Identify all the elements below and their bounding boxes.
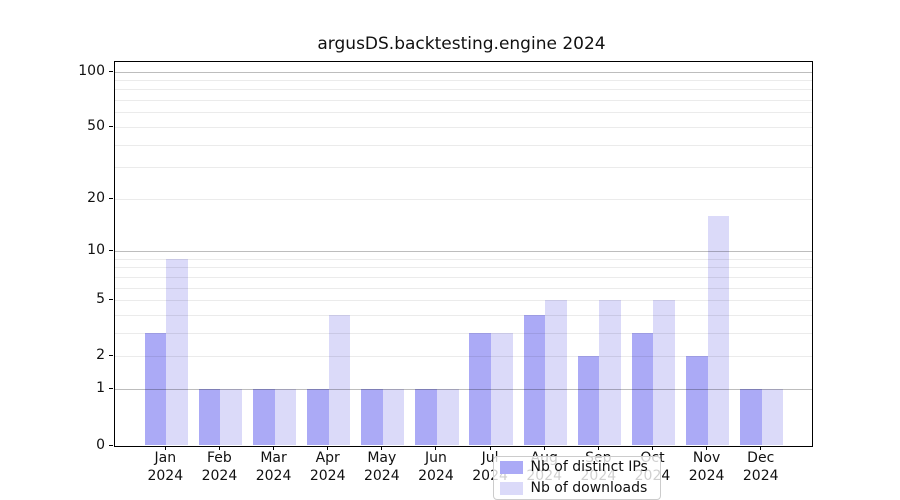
y-tick-mark-1 [109, 388, 113, 390]
bar-nov-downloads [707, 215, 730, 446]
bars-layer [115, 62, 812, 446]
x-tick-mark-jan [164, 445, 166, 450]
x-tick-mark-dec [760, 445, 762, 450]
y-tick-label-1: 1 [96, 380, 105, 397]
legend: Nb of distinct IPs Nb of downloads [492, 455, 661, 500]
bar-jun-downloads [436, 389, 459, 446]
bar-mar-distinct-ips [252, 389, 275, 446]
gridline-5 [114, 300, 812, 302]
legend-swatch-downloads [499, 481, 523, 495]
gridline-50 [114, 126, 812, 128]
bar-jun-distinct-ips [415, 389, 437, 446]
x-tick-mark-feb [218, 445, 220, 450]
gridline-80 [114, 89, 812, 91]
y-tick-label-2: 2 [96, 347, 105, 364]
bar-may-distinct-ips [361, 389, 383, 446]
bar-apr-downloads [328, 315, 351, 446]
y-tick-label-5: 5 [96, 291, 105, 308]
gridline-40 [114, 144, 812, 146]
x-tick-label-dec: Dec 2024 [742, 450, 779, 484]
legend-item-downloads: Nb of downloads [499, 479, 652, 497]
y-tick-label-100: 100 [78, 62, 105, 79]
bar-jan-distinct-ips [144, 333, 167, 446]
x-tick-mark-jun [435, 445, 437, 450]
bar-oct-downloads [653, 300, 676, 446]
y-tick-mark-5 [109, 299, 113, 301]
bar-feb-distinct-ips [198, 389, 221, 446]
bar-aug-distinct-ips [523, 315, 546, 446]
gridline-7 [114, 276, 812, 278]
legend-swatch-distinct-ips [499, 460, 523, 474]
bar-sep-downloads [599, 300, 621, 446]
bar-oct-distinct-ips [631, 333, 654, 446]
bar-dec-distinct-ips [740, 389, 762, 446]
gridline-70 [114, 100, 812, 102]
x-tick-mark-nov [706, 445, 708, 450]
bar-dec-downloads [761, 389, 784, 446]
gridline-100 [114, 71, 812, 73]
legend-item-distinct-ips: Nb of distinct IPs [499, 458, 652, 476]
y-tick-label-0: 0 [96, 436, 105, 453]
x-tick-label-jun: Jun 2024 [418, 450, 454, 484]
gridline-90 [114, 79, 812, 81]
gridline-3 [114, 333, 812, 335]
gridline-20 [114, 198, 812, 200]
y-tick-mark-10 [109, 250, 113, 252]
gridline-1 [114, 389, 812, 391]
y-tick-label-50: 50 [87, 117, 105, 134]
gridline-8 [114, 267, 812, 269]
bar-feb-downloads [220, 389, 243, 446]
bar-jan-downloads [166, 258, 188, 446]
x-tick-label-feb: Feb 2024 [201, 450, 238, 484]
y-tick-mark-0 [109, 444, 113, 446]
x-tick-mark-aug [543, 445, 545, 450]
gridline-4 [114, 315, 812, 317]
bar-aug-downloads [545, 300, 567, 446]
x-tick-mark-oct [651, 445, 653, 450]
legend-label: Nb of downloads [530, 479, 648, 496]
x-tick-mark-apr [327, 445, 329, 450]
bar-nov-distinct-ips [686, 356, 708, 446]
x-tick-label-jan: Jan 2024 [147, 450, 184, 484]
x-tick-mark-sep [597, 445, 599, 450]
bar-may-downloads [382, 389, 405, 446]
chart-title: argusDS.backtesting.engine 2024 [317, 34, 606, 54]
x-tick-label-may: May 2024 [363, 450, 400, 484]
x-tick-label-mar: Mar 2024 [255, 450, 292, 484]
x-tick-label-nov: Nov 2024 [688, 450, 725, 484]
bar-jul-distinct-ips [469, 333, 492, 446]
x-tick-mark-mar [273, 445, 275, 450]
y-tick-mark-2 [109, 355, 113, 357]
legend-label: Nb of distinct IPs [530, 458, 648, 475]
y-tick-mark-20 [109, 197, 113, 199]
bar-apr-distinct-ips [307, 389, 329, 446]
plot-area: Nb of distinct IPs Nb of downloads [113, 60, 813, 500]
y-tick-label-10: 10 [87, 242, 105, 259]
bar-mar-downloads [274, 389, 297, 446]
x-tick-mark-may [381, 445, 383, 450]
gridline-60 [114, 112, 812, 114]
gridline-30 [114, 167, 812, 169]
y-tick-label-20: 20 [87, 189, 105, 206]
x-tick-mark-jul [489, 445, 491, 450]
gridline-9 [114, 258, 812, 260]
grid-layer [114, 62, 812, 446]
x-tick-label-apr: Apr 2024 [309, 450, 346, 484]
gridline-2 [114, 356, 812, 358]
y-tick-mark-100 [109, 70, 113, 72]
y-tick-mark-50 [109, 125, 113, 127]
bar-jul-downloads [491, 333, 513, 446]
bar-sep-distinct-ips [577, 356, 600, 446]
gridline-6 [114, 287, 812, 289]
gridline-10 [114, 251, 812, 253]
